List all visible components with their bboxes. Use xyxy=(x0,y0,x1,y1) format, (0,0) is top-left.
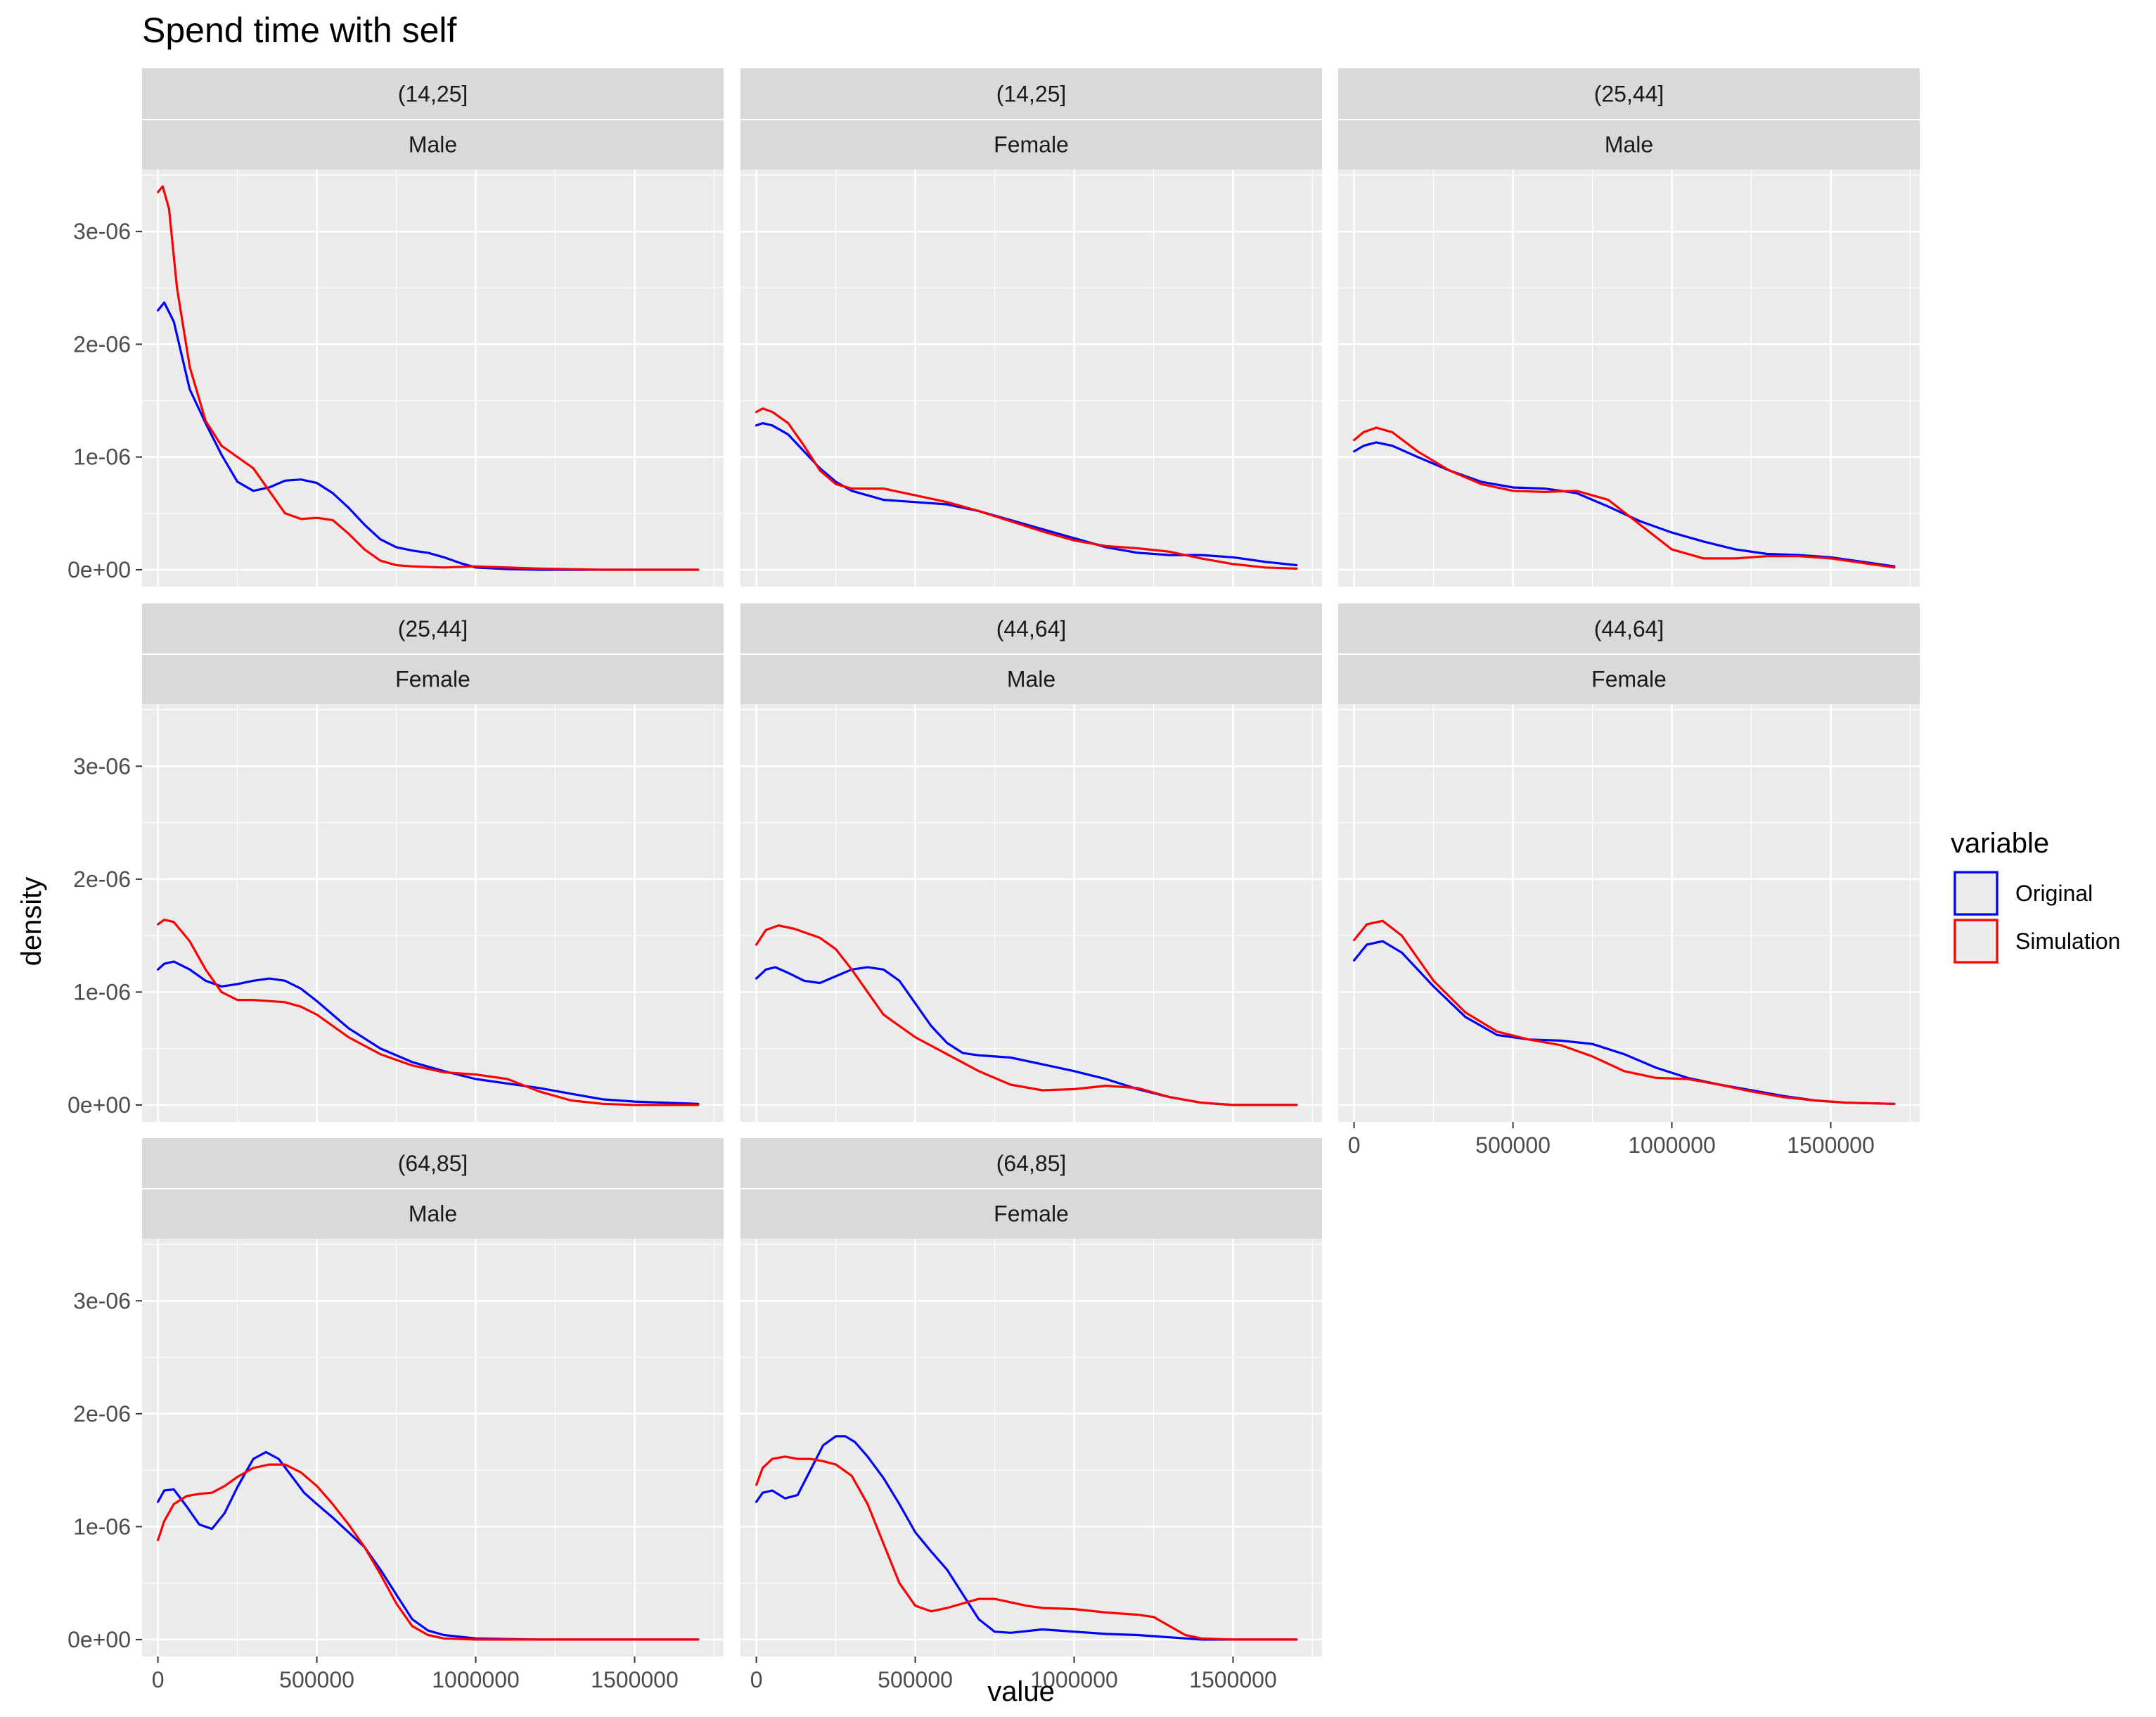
y-tick-label: 0e+00 xyxy=(68,1627,131,1652)
density-line-simulation xyxy=(157,919,700,1106)
strip-label-sex: Male xyxy=(409,1201,457,1227)
strip-top-bg xyxy=(740,1138,1322,1189)
x-tick-label: 500000 xyxy=(1475,1132,1551,1158)
y-tick-label: 1e-06 xyxy=(73,1514,131,1539)
density-line-original xyxy=(1353,441,1896,568)
legend-key-simulation xyxy=(1953,919,1998,964)
x-tick-label: 1000000 xyxy=(1030,1667,1118,1692)
density-line-simulation xyxy=(157,185,700,571)
facet-panel: (25,44] Female 0e+00 1e-06 2e-06 3e-06 xyxy=(68,604,724,1122)
density-line-simulation xyxy=(1353,919,1896,1105)
strip-bottom-bg xyxy=(740,120,1322,170)
y-tick-label: 3e-06 xyxy=(73,753,131,779)
x-tick-label: 1500000 xyxy=(1787,1132,1875,1158)
chart-title: Spend time with self xyxy=(142,11,457,50)
y-tick-label: 2e-06 xyxy=(73,331,131,357)
strip-top-bg xyxy=(740,604,1322,654)
strip-label-age: (64,85] xyxy=(996,1151,1067,1176)
x-tick-label: 0 xyxy=(152,1667,165,1692)
strip-label-age: (64,85] xyxy=(398,1151,468,1176)
legend-label-original: Original xyxy=(2015,881,2093,906)
x-tick-label: 1500000 xyxy=(591,1667,679,1692)
x-axis-title: value xyxy=(987,1676,1055,1707)
strip-bottom-bg xyxy=(740,1189,1322,1239)
facet-panel: (64,85] Female 0 500000 1000000 1500000 xyxy=(740,1138,1322,1692)
strip-label-sex: Male xyxy=(1605,132,1653,158)
strip-bottom-bg xyxy=(142,1189,724,1239)
y-tick-label: 3e-06 xyxy=(73,219,131,244)
x-tick-label: 1000000 xyxy=(1628,1132,1716,1158)
y-tick-label: 2e-06 xyxy=(73,867,131,892)
facet-panel: (14,25] Female xyxy=(740,68,1322,587)
panel-background xyxy=(740,170,1322,587)
x-tick-label: 0 xyxy=(1348,1132,1361,1158)
strip-top-bg xyxy=(142,1138,724,1189)
strip-label-sex: Female xyxy=(1591,667,1667,692)
strip-label-age: (44,64] xyxy=(996,616,1067,642)
strip-label-age: (25,44] xyxy=(1594,82,1664,107)
strip-bottom-bg xyxy=(740,654,1322,704)
strip-top-bg xyxy=(1338,604,1920,654)
x-tick-label: 1500000 xyxy=(1189,1667,1277,1692)
panel-background xyxy=(1338,704,1920,1122)
x-tick-label: 0 xyxy=(750,1667,763,1692)
strip-top-bg xyxy=(740,68,1322,120)
y-tick-label: 0e+00 xyxy=(68,1092,131,1118)
facet-panels: (14,25] Male 0e+00 1e-06 2e-06 3e-06 (14,25] Fe… xyxy=(68,68,1920,1692)
density-line-original xyxy=(755,1435,1298,1641)
panel-background xyxy=(142,170,724,587)
strip-bottom-bg xyxy=(142,654,724,704)
facet-panel: (44,64] Female 0 500000 1000000 1500000 xyxy=(1338,604,1920,1158)
panel-background xyxy=(740,1239,1322,1657)
strip-label-age: (25,44] xyxy=(398,616,468,642)
strip-top-bg xyxy=(142,604,724,654)
legend-title: variable xyxy=(1951,828,2049,859)
strip-label-sex: Female xyxy=(994,132,1069,158)
strip-bottom-bg xyxy=(142,120,724,170)
y-tick-label: 2e-06 xyxy=(73,1401,131,1426)
legend-key-original xyxy=(1953,871,1998,916)
y-axis-title: density xyxy=(16,877,47,966)
x-tick-label: 500000 xyxy=(878,1667,953,1692)
strip-label-sex: Female xyxy=(395,667,470,692)
y-tick-label: 0e+00 xyxy=(68,557,131,582)
y-tick-label: 1e-06 xyxy=(73,445,131,470)
x-tick-label: 1000000 xyxy=(432,1667,520,1692)
density-line-original xyxy=(157,960,700,1105)
density-line-simulation xyxy=(755,407,1298,570)
strip-label-age: (14,25] xyxy=(996,82,1067,107)
legend-keys: Original Simulation xyxy=(1951,869,2120,966)
strip-bottom-bg xyxy=(1338,654,1920,704)
y-tick-label: 3e-06 xyxy=(73,1288,131,1313)
facet-panel: (44,64] Male xyxy=(740,604,1322,1122)
legend-label-simulation: Simulation xyxy=(2015,928,2120,954)
strip-label-age: (44,64] xyxy=(1594,616,1664,642)
panel-background xyxy=(740,704,1322,1122)
facet-panel: (64,85] Male 0e+00 1e-06 2e-06 3e-06 0 500000 10… xyxy=(68,1138,724,1692)
legend: variable Original Simulation xyxy=(1951,828,2120,966)
density-line-simulation xyxy=(755,924,1298,1106)
y-tick-label: 1e-06 xyxy=(73,979,131,1004)
facet-panel: (25,44] Male xyxy=(1338,68,1920,587)
density-line-simulation xyxy=(157,1463,700,1641)
strip-top-bg xyxy=(142,68,724,120)
density-line-simulation xyxy=(755,1455,1298,1641)
strip-label-sex: Male xyxy=(409,132,457,158)
panel-background xyxy=(142,1239,724,1657)
strip-label-age: (14,25] xyxy=(398,82,468,107)
panel-background xyxy=(142,704,724,1122)
strip-label-sex: Female xyxy=(994,1201,1069,1227)
strip-top-bg xyxy=(1338,68,1920,120)
strip-bottom-bg xyxy=(1338,120,1920,170)
x-tick-label: 500000 xyxy=(279,1667,354,1692)
density-line-simulation xyxy=(1353,426,1896,569)
facet-panel: (14,25] Male 0e+00 1e-06 2e-06 3e-06 xyxy=(68,68,724,587)
density-line-original xyxy=(157,1450,700,1641)
strip-label-sex: Male xyxy=(1007,667,1055,692)
